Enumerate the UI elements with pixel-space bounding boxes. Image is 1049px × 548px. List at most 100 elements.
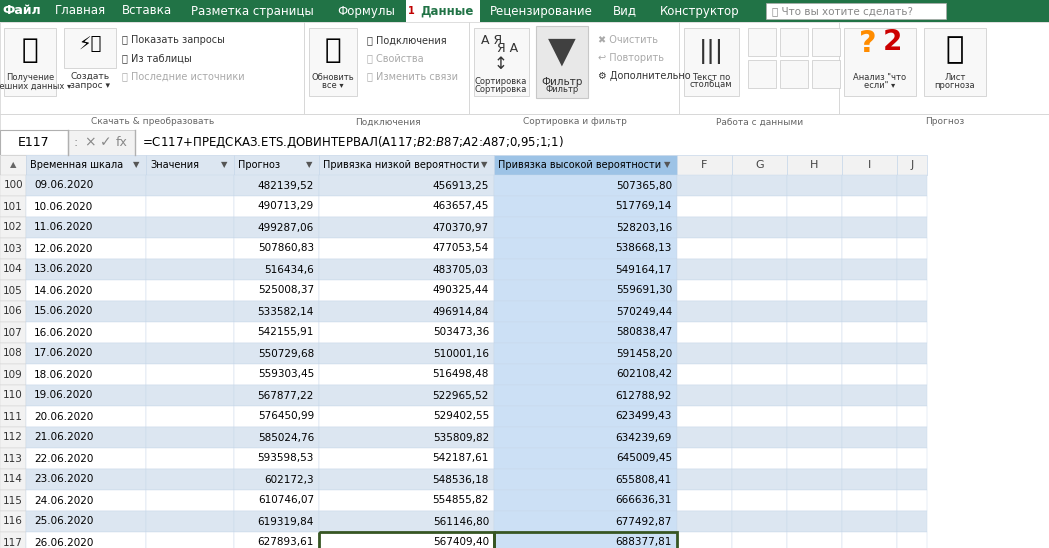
Text: 456913,25: 456913,25 — [432, 180, 489, 191]
Bar — [787, 301, 842, 322]
Bar — [494, 259, 677, 280]
Text: 580838,47: 580838,47 — [616, 328, 672, 338]
Bar — [146, 448, 234, 469]
Bar — [319, 280, 494, 301]
Bar — [4, 28, 56, 96]
Text: 619319,84: 619319,84 — [258, 517, 314, 527]
Bar — [897, 280, 927, 301]
Text: =C117+ПРЕДСКАЗ.ETS.ДОВИНТЕРВАЛ(A117;$B$2:$B$87;$A$2:$A$87;0,95;1;1): =C117+ПРЕДСКАЗ.ETS.ДОВИНТЕРВАЛ(A117;$B$2… — [142, 135, 563, 150]
Text: 477053,54: 477053,54 — [433, 243, 489, 254]
Bar — [732, 155, 787, 175]
Bar — [26, 385, 146, 406]
Bar — [319, 469, 494, 490]
Text: Получение: Получение — [6, 72, 55, 82]
Text: Я А: Я А — [497, 42, 518, 54]
Bar — [897, 343, 927, 364]
Text: ▼: ▼ — [664, 161, 670, 169]
Bar — [0, 155, 26, 175]
Text: 117: 117 — [3, 538, 23, 547]
Bar — [494, 532, 677, 548]
Bar — [494, 490, 677, 511]
Bar — [897, 364, 927, 385]
Bar — [319, 532, 494, 548]
Bar — [494, 238, 677, 259]
Bar — [732, 280, 787, 301]
Text: Сортировка и фильтр: Сортировка и фильтр — [523, 117, 627, 127]
Text: Конструктор: Конструктор — [660, 4, 740, 18]
Text: ✓: ✓ — [101, 135, 112, 150]
Bar — [897, 175, 927, 196]
Text: А Я: А Я — [481, 33, 502, 47]
Text: 1: 1 — [408, 6, 414, 16]
Bar — [0, 130, 68, 155]
Bar — [494, 301, 677, 322]
Text: 522965,52: 522965,52 — [432, 391, 489, 401]
Bar — [787, 385, 842, 406]
Bar — [0, 155, 1049, 548]
Text: 548536,18: 548536,18 — [432, 475, 489, 484]
Bar — [146, 301, 234, 322]
Bar — [494, 322, 677, 343]
Text: fx: fx — [116, 136, 128, 149]
Text: 🔄: 🔄 — [325, 36, 341, 64]
Bar — [234, 217, 319, 238]
Bar — [234, 364, 319, 385]
Text: ▼: ▼ — [480, 161, 487, 169]
Text: ▼: ▼ — [305, 161, 313, 169]
Bar — [842, 532, 897, 548]
Text: 677492,87: 677492,87 — [616, 517, 672, 527]
Bar — [780, 28, 808, 56]
Text: 114: 114 — [3, 475, 23, 484]
Bar — [234, 322, 319, 343]
Bar — [0, 0, 1049, 22]
Bar — [897, 406, 927, 427]
Bar — [319, 175, 494, 196]
Bar — [146, 490, 234, 511]
Bar — [787, 490, 842, 511]
Bar — [787, 448, 842, 469]
Bar — [677, 490, 732, 511]
Text: 623499,43: 623499,43 — [616, 412, 672, 421]
Text: Анализ "что: Анализ "что — [854, 72, 906, 82]
Bar — [842, 301, 897, 322]
Bar — [684, 28, 738, 96]
Text: Подключения: Подключения — [355, 117, 421, 127]
Text: 19.06.2020: 19.06.2020 — [34, 391, 93, 401]
Bar — [319, 301, 494, 322]
Bar — [319, 385, 494, 406]
Text: Привязка высокой вероятности: Привязка высокой вероятности — [498, 160, 661, 170]
Bar — [26, 280, 146, 301]
Text: 🗂 Из таблицы: 🗂 Из таблицы — [122, 53, 192, 63]
Text: 23.06.2020: 23.06.2020 — [34, 475, 93, 484]
Bar — [234, 196, 319, 217]
Text: 115: 115 — [3, 495, 23, 505]
Bar — [474, 28, 529, 96]
Bar — [146, 406, 234, 427]
Bar — [842, 385, 897, 406]
Bar — [787, 259, 842, 280]
Bar — [732, 322, 787, 343]
Bar — [787, 175, 842, 196]
Text: 104: 104 — [3, 265, 23, 275]
Text: 591458,20: 591458,20 — [616, 349, 672, 358]
Text: 550729,68: 550729,68 — [258, 349, 314, 358]
Bar — [26, 406, 146, 427]
Text: Рецензирование: Рецензирование — [490, 4, 593, 18]
Bar — [494, 469, 677, 490]
Text: Обновить: Обновить — [312, 72, 355, 82]
Bar — [494, 196, 677, 217]
Bar — [897, 532, 927, 548]
Bar — [732, 511, 787, 532]
Text: Скачать & преобразовать: Скачать & преобразовать — [91, 117, 214, 127]
Text: Прогноз: Прогноз — [925, 117, 964, 127]
Text: Фильтр: Фильтр — [545, 85, 579, 94]
Bar — [26, 217, 146, 238]
Bar — [897, 322, 927, 343]
Text: 567409,40: 567409,40 — [433, 538, 489, 547]
Bar — [677, 511, 732, 532]
Bar — [0, 114, 1049, 115]
Text: 📋 Свойства: 📋 Свойства — [367, 53, 424, 63]
Bar — [677, 322, 732, 343]
Bar — [732, 406, 787, 427]
Bar — [0, 0, 44, 22]
